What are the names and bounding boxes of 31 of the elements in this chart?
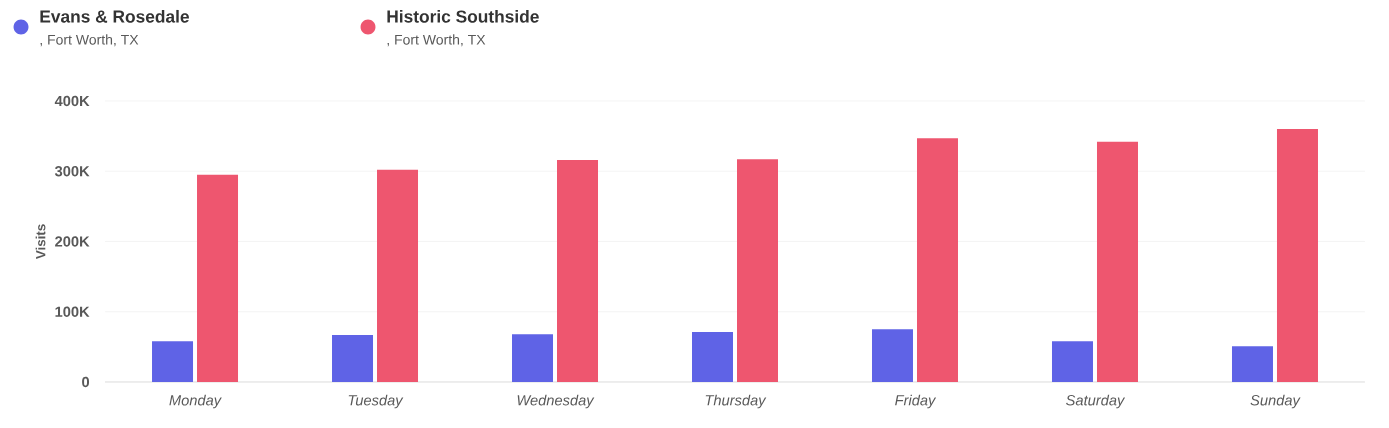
bar: [152, 341, 194, 382]
bar: [1231, 346, 1273, 382]
x-tick-label: Monday: [169, 394, 222, 409]
x-tick-label: Saturday: [1066, 394, 1126, 409]
bar: [197, 174, 239, 382]
bar: [1276, 129, 1318, 382]
bar: [557, 160, 599, 382]
legend-label: Evans & Rosedale: [40, 9, 189, 23]
bar: [872, 329, 913, 382]
y-tick-label: 300K: [54, 166, 90, 177]
bar: [917, 138, 958, 382]
x-tick-label: Friday: [895, 394, 937, 409]
bar: [377, 169, 419, 382]
bar: [737, 159, 778, 382]
legend-label: Historic Southside: [387, 9, 539, 23]
x-tick-label: Tuesday: [348, 394, 404, 409]
x-tick-label: Thursday: [705, 394, 767, 409]
y-axis-title: Visits: [35, 224, 46, 260]
y-tick-label: 100K: [55, 306, 90, 317]
bar: [332, 334, 374, 382]
text: , Fort Worth, TX: [40, 34, 139, 47]
text: , Fort Worth, TX: [387, 34, 486, 47]
x-tick-label: Wednesday: [517, 394, 595, 409]
x-tick-label: Sunday: [1250, 394, 1301, 409]
y-tick-label: 0: [82, 376, 90, 388]
bar: [692, 332, 733, 382]
y-tick-label: 200K: [55, 236, 90, 247]
bar: [1096, 141, 1138, 382]
y-tick-label: 400K: [54, 95, 90, 107]
bar: [1051, 341, 1093, 382]
bar: [512, 334, 554, 382]
